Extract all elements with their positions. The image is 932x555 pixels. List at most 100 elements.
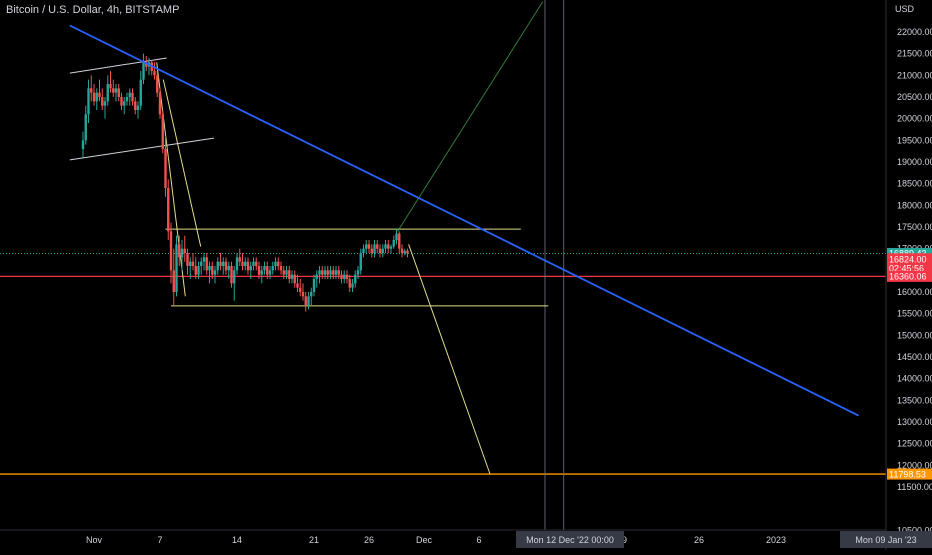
candle-body xyxy=(304,296,307,306)
x-tick-label: 7 xyxy=(157,535,162,545)
y-tick-label: 11500.00 xyxy=(897,482,932,492)
candle-body xyxy=(98,92,101,98)
candle xyxy=(263,261,266,275)
candle-body xyxy=(191,261,195,267)
candle-body xyxy=(189,261,192,267)
x-tick-label: 6 xyxy=(476,535,481,545)
candle xyxy=(101,88,104,111)
candle-body xyxy=(101,97,104,106)
candle xyxy=(238,248,241,267)
candle-body xyxy=(307,296,310,306)
target-price-label-bg xyxy=(887,468,932,480)
candle xyxy=(112,79,115,98)
candle-body xyxy=(235,257,239,271)
candle-body xyxy=(219,261,222,267)
fall-projection-line xyxy=(156,62,186,297)
candle-body xyxy=(373,244,376,254)
candle-body xyxy=(246,261,250,271)
candle-body xyxy=(128,92,131,98)
candle-body xyxy=(125,97,129,102)
candle xyxy=(142,53,145,85)
candle-body xyxy=(279,266,283,271)
y-tick-label: 12500.00 xyxy=(897,439,932,449)
candle xyxy=(348,274,351,293)
candle xyxy=(326,266,329,280)
candle xyxy=(340,270,343,284)
candle-body xyxy=(290,274,294,280)
candle xyxy=(169,222,173,284)
candle xyxy=(345,270,349,284)
candle xyxy=(389,244,393,254)
candle xyxy=(370,244,373,258)
candle-body xyxy=(255,261,258,267)
candle xyxy=(153,62,156,80)
x-tick-label: Nov xyxy=(86,535,103,545)
candle xyxy=(334,266,338,280)
candle-body xyxy=(222,261,225,267)
candle xyxy=(266,261,269,280)
candle xyxy=(315,270,318,288)
candle xyxy=(387,240,390,254)
candle xyxy=(367,240,371,254)
candle-body xyxy=(103,101,107,106)
candle-body xyxy=(95,92,98,102)
candle xyxy=(381,244,384,258)
y-tick-label: 14500.00 xyxy=(897,352,932,362)
candle xyxy=(384,240,387,254)
candle xyxy=(200,257,203,275)
candle-body xyxy=(134,101,137,111)
candle-body xyxy=(153,71,156,76)
candle xyxy=(299,279,302,297)
y-tick-label: 13500.00 xyxy=(897,395,932,405)
candle-body xyxy=(329,270,332,275)
y-tick-label: 20500.00 xyxy=(897,92,932,102)
channel-lower-line xyxy=(69,137,214,161)
y-tick-label: 18000.00 xyxy=(897,200,932,210)
candle-body xyxy=(312,279,316,293)
candle xyxy=(246,257,250,275)
candle-body xyxy=(158,92,162,115)
candle xyxy=(211,261,214,280)
candle xyxy=(365,240,368,254)
candle xyxy=(279,261,283,275)
candle xyxy=(312,274,316,297)
candle xyxy=(109,71,112,93)
y-tick-label: 17500.00 xyxy=(897,222,932,232)
candle xyxy=(351,279,354,293)
candle-body xyxy=(161,114,164,150)
candle-body xyxy=(395,233,398,241)
candle-body xyxy=(271,266,274,271)
candle xyxy=(304,292,307,312)
candle xyxy=(150,60,153,76)
candle-body xyxy=(293,274,296,284)
y-tick-label: 15500.00 xyxy=(897,309,932,319)
candle xyxy=(332,266,335,280)
x-tick-label: 14 xyxy=(232,535,242,545)
descending-trendline xyxy=(69,24,859,417)
candle xyxy=(293,270,296,288)
candle xyxy=(219,253,222,271)
candle xyxy=(403,248,406,256)
candle-body xyxy=(106,84,109,102)
candle xyxy=(392,235,395,249)
candle xyxy=(257,261,261,280)
candle-body xyxy=(249,266,252,271)
candle xyxy=(359,248,362,275)
candle xyxy=(310,287,313,306)
candle-body xyxy=(178,244,181,258)
candle xyxy=(128,88,131,106)
candle-body xyxy=(321,270,324,275)
candle-body xyxy=(169,231,173,271)
candle xyxy=(222,257,225,275)
candle-body xyxy=(274,261,277,267)
support-price-label-bg xyxy=(887,270,932,282)
candle xyxy=(244,257,247,271)
projection-up-line xyxy=(397,1,544,232)
candle xyxy=(106,75,109,106)
candle xyxy=(103,97,107,119)
candle-body xyxy=(224,261,228,271)
candle xyxy=(183,235,186,262)
candle-body xyxy=(109,84,112,89)
